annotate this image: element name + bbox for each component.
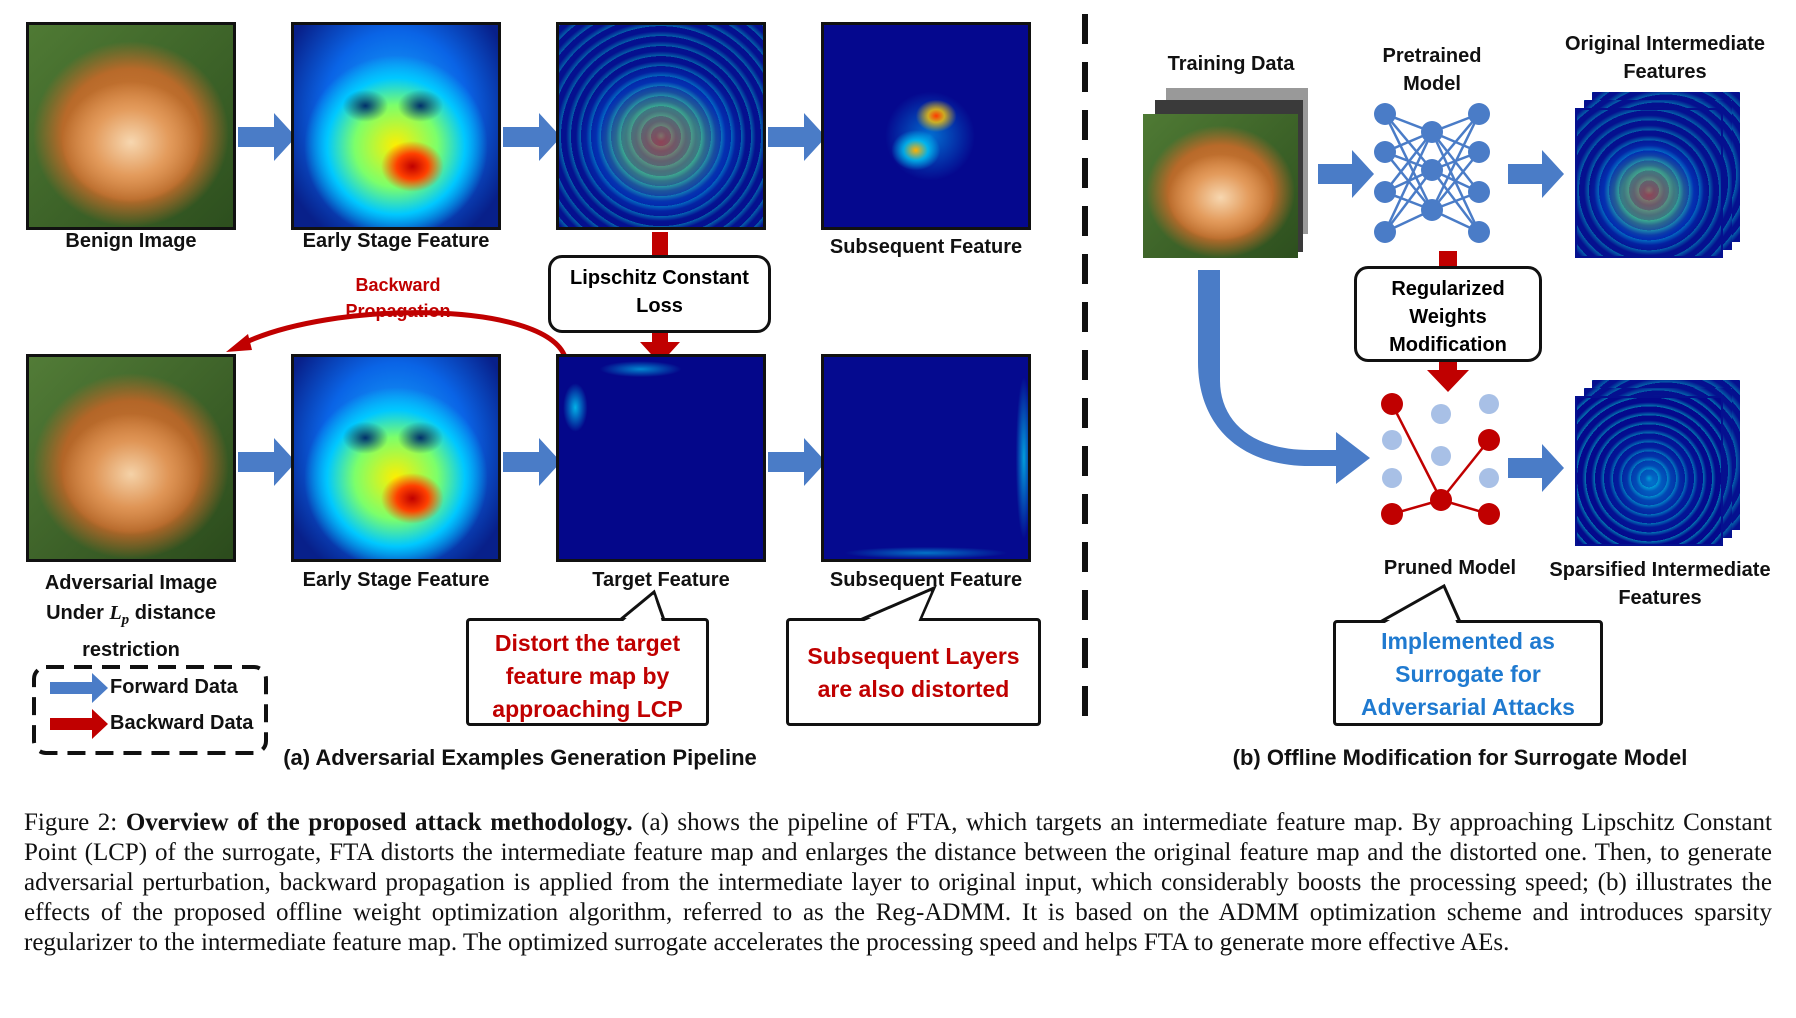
sparsified-feature-map bbox=[1575, 396, 1723, 546]
training-data-image bbox=[1143, 114, 1298, 258]
backward-propagation-label: Backward Propagation bbox=[345, 275, 451, 321]
forward-arrow-b2 bbox=[1508, 150, 1564, 198]
training-data-label: Training Data bbox=[1167, 53, 1295, 75]
original-features-label: Original Intermediate Features bbox=[1564, 33, 1766, 83]
adversarial-image bbox=[26, 354, 236, 562]
forward-arrow-r1-1 bbox=[238, 113, 296, 161]
forward-arrow-r1-2 bbox=[503, 113, 561, 161]
caption-body: (a) shows the pipeline of FTA, which tar… bbox=[24, 809, 1773, 956]
intermediate-feature-map-1 bbox=[556, 22, 766, 230]
adversarial-label-line2: Under Lp distance bbox=[6, 598, 256, 635]
caption-title: Overview of the proposed attack methodol… bbox=[125, 809, 633, 836]
subsequent-feature-map-2 bbox=[821, 354, 1031, 562]
loss-arrow-top bbox=[652, 232, 668, 258]
early-feature-map-1 bbox=[291, 22, 501, 230]
early-feature-label-2: Early Stage Feature bbox=[302, 569, 490, 591]
original-feature-map bbox=[1575, 108, 1723, 258]
backward-propagation-arrow bbox=[226, 310, 568, 359]
lp-symbol: Lp bbox=[109, 602, 129, 628]
adversarial-label-distance: distance bbox=[134, 602, 216, 624]
sparsified-features-label: Sparsified Intermediate Features bbox=[1549, 559, 1771, 609]
lipschitz-loss-box: Lipschitz Constant Loss bbox=[548, 255, 771, 333]
legend-forward-label: Forward Data bbox=[110, 676, 238, 698]
caption-prefix: Figure 2: bbox=[24, 809, 118, 836]
subsequent-feature-map-1 bbox=[821, 22, 1031, 230]
forward-arrow-r1-3 bbox=[768, 113, 826, 161]
lp-symbol-p: p bbox=[121, 612, 130, 628]
adversarial-label-line1: Adversarial Image bbox=[44, 572, 218, 594]
regularized-arrow-bottom bbox=[1427, 362, 1469, 392]
regularized-weights-box: Regularized Weights Modification bbox=[1354, 266, 1542, 362]
regularized-arrow-top bbox=[1439, 251, 1457, 267]
forward-arrow-b3 bbox=[1508, 444, 1564, 492]
callout-distort-target: Distort the target feature map by approa… bbox=[466, 618, 709, 726]
adversarial-image-label: Adversarial Image Under Lp distance rest… bbox=[6, 568, 256, 665]
forward-arrow-b1 bbox=[1318, 150, 1374, 198]
forward-arrow-r2-2 bbox=[503, 438, 561, 486]
subsequent-feature-label-1: Subsequent Feature bbox=[829, 236, 1023, 258]
benign-image-label: Benign Image bbox=[65, 230, 197, 252]
lp-symbol-l: L bbox=[109, 602, 122, 624]
benign-image bbox=[26, 22, 236, 230]
legend-backward-label: Backward Data bbox=[110, 712, 254, 734]
loss-arrow-bottom bbox=[640, 332, 680, 364]
legend-forward-arrow bbox=[50, 673, 108, 703]
panel-b-title: (b) Offline Modification for Surrogate M… bbox=[1232, 745, 1688, 770]
adversarial-label-line3: restriction bbox=[82, 639, 180, 661]
adversarial-label-under: Under bbox=[46, 602, 104, 624]
forward-arrow-r2-1 bbox=[238, 438, 296, 486]
early-feature-label-1: Early Stage Feature bbox=[302, 230, 490, 252]
figure-caption: Figure 2: Overview of the proposed attac… bbox=[24, 808, 1772, 958]
subsequent-feature-label-2: Subsequent Feature bbox=[829, 569, 1023, 591]
target-feature-map bbox=[556, 354, 766, 562]
pruned-model-label: Pruned Model bbox=[1383, 557, 1517, 579]
legend-backward-arrow bbox=[50, 709, 108, 739]
curved-arrow-to-pruned bbox=[1198, 270, 1370, 484]
callout-subsequent-distorted: Subsequent Layers are also distorted bbox=[786, 618, 1041, 726]
pretrained-model-label: Pretrained Model bbox=[1382, 45, 1482, 95]
pruned-network bbox=[1381, 393, 1500, 525]
forward-arrow-r2-3 bbox=[768, 438, 826, 486]
pretrained-network bbox=[1374, 103, 1490, 243]
panel-a-title: (a) Adversarial Examples Generation Pipe… bbox=[283, 745, 757, 770]
early-feature-map-2 bbox=[291, 354, 501, 562]
legend-box bbox=[32, 665, 268, 755]
target-feature-label: Target Feature bbox=[592, 569, 730, 591]
callout-surrogate: Implemented as Surrogate for Adversarial… bbox=[1333, 620, 1603, 726]
